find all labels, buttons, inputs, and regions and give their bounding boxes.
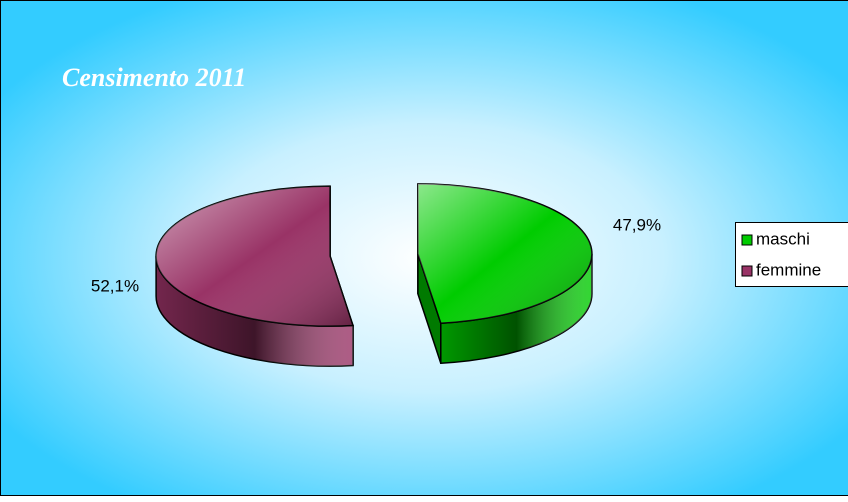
data-label: 52,1% <box>91 276 139 295</box>
legend-label: maschi <box>756 229 810 248</box>
data-label: 47,9% <box>613 215 661 234</box>
legend-label: femmine <box>756 260 821 279</box>
chart-title: Censimento 2011 <box>62 63 246 92</box>
legend-swatch <box>742 235 752 245</box>
legend-swatch <box>742 266 752 276</box>
